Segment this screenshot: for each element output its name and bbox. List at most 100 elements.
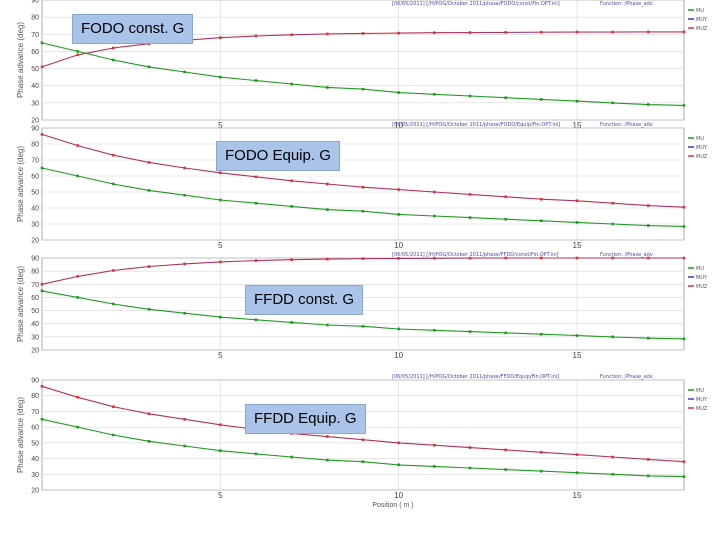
- panel-label-ffdd-equip: FFDD Equip. G: [245, 404, 366, 434]
- x-tick-label: 10: [394, 351, 403, 360]
- data-point: [433, 214, 436, 218]
- data-point: [254, 318, 258, 322]
- plot-header: [06/05/2011] [/H/POG/October 2011/phase/…: [392, 122, 560, 128]
- data-point: [682, 337, 686, 341]
- data-point: [397, 257, 400, 260]
- data-point: [76, 50, 79, 53]
- y-tick-label: 70: [31, 282, 39, 289]
- data-point: [468, 446, 472, 449]
- data-point: [575, 221, 579, 224]
- data-point: [183, 70, 186, 74]
- y-tick-label: 90: [31, 256, 39, 263]
- legend-label: MUY: [696, 275, 708, 281]
- data-point: [361, 460, 365, 464]
- y-tick-label: 40: [31, 83, 39, 90]
- data-point: [40, 282, 44, 286]
- y-tick-label: 20: [31, 238, 39, 245]
- data-point: [682, 205, 686, 209]
- data-point: [433, 465, 436, 468]
- data-point: [112, 433, 115, 437]
- data-point: [112, 302, 115, 306]
- data-point: [112, 58, 115, 62]
- data-point: [504, 331, 507, 335]
- data-point: [611, 30, 614, 34]
- data-point: [112, 269, 115, 272]
- y-tick-label: 50: [31, 190, 39, 197]
- data-point: [682, 104, 686, 107]
- data-point: [468, 31, 472, 34]
- data-point: [326, 435, 329, 438]
- data-point: [76, 174, 79, 178]
- data-point: [76, 296, 79, 299]
- x-tick-label: 15: [573, 351, 582, 360]
- data-point: [433, 328, 436, 332]
- data-point: [76, 53, 79, 57]
- data-point: [76, 395, 79, 399]
- data-point: [183, 444, 186, 448]
- data-point: [183, 193, 186, 197]
- data-point: [647, 103, 650, 106]
- data-point: [290, 82, 293, 86]
- data-point: [147, 265, 151, 268]
- y-tick-label: 50: [31, 308, 39, 315]
- y-tick-label: 80: [31, 142, 39, 149]
- data-point: [611, 256, 614, 260]
- data-point: [76, 275, 79, 278]
- data-point: [575, 471, 579, 475]
- data-point: [40, 417, 44, 421]
- x-tick-label: 10: [394, 491, 403, 500]
- data-point: [647, 336, 650, 340]
- data-point: [682, 475, 686, 478]
- y-tick-label: 80: [31, 15, 39, 22]
- y-tick-label: 50: [31, 66, 39, 73]
- x-tick-label: 5: [218, 241, 223, 250]
- data-point: [147, 439, 151, 443]
- data-point: [361, 185, 365, 189]
- data-point: [468, 193, 472, 196]
- data-point: [290, 321, 293, 324]
- data-point: [290, 179, 293, 183]
- data-point: [254, 201, 258, 205]
- data-point: [540, 332, 543, 336]
- panel-label-fodo-equip: FODO Equip. G: [216, 141, 340, 171]
- data-point: [183, 417, 186, 421]
- data-point: [397, 463, 400, 467]
- data-point: [540, 450, 543, 454]
- data-point: [504, 217, 507, 221]
- data-point: [147, 189, 151, 192]
- data-point: [147, 307, 151, 311]
- x-tick-label: 5: [218, 491, 223, 500]
- data-point: [433, 31, 436, 35]
- data-point: [611, 472, 614, 476]
- data-point: [575, 453, 579, 456]
- data-point: [219, 36, 222, 40]
- data-point: [254, 34, 258, 38]
- data-point: [290, 205, 293, 208]
- data-point: [647, 204, 650, 207]
- plot-header-right: Function: /Phase_adv: [600, 122, 653, 128]
- data-point: [682, 256, 686, 260]
- data-point: [540, 219, 543, 223]
- y-tick-label: 40: [31, 321, 39, 328]
- x-tick-label: 5: [218, 121, 223, 130]
- legend-label: MUZ: [696, 26, 708, 32]
- data-point: [40, 133, 44, 136]
- plot-header: [06/05/2011] [/H/POG/October 2011/phase/…: [392, 374, 559, 380]
- data-point: [361, 257, 365, 260]
- legend-label: MUZ: [696, 406, 708, 412]
- data-point: [326, 257, 329, 261]
- data-point: [326, 208, 329, 211]
- legend-label: MU: [696, 388, 704, 394]
- y-tick-label: 30: [31, 334, 39, 341]
- y-tick-label: 30: [31, 472, 39, 479]
- data-point: [647, 224, 650, 227]
- data-point: [504, 31, 507, 34]
- y-tick-label: 30: [31, 100, 39, 107]
- data-point: [147, 65, 151, 69]
- data-point: [326, 458, 329, 462]
- data-point: [361, 438, 365, 442]
- x-tick-label: 15: [573, 121, 582, 130]
- data-point: [433, 190, 436, 194]
- legend-label: MU: [696, 8, 704, 14]
- data-point: [504, 256, 507, 260]
